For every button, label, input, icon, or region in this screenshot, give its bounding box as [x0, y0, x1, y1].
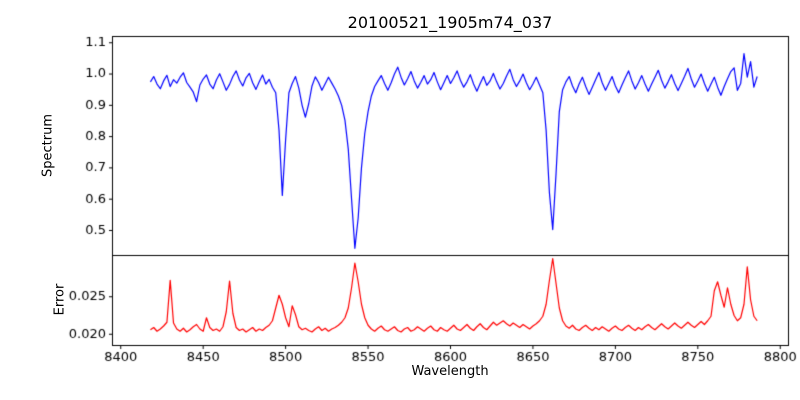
x-axis-label: Wavelength [411, 364, 489, 379]
y-axis-label-error: Error [52, 283, 68, 316]
y-axis-label-spectrum: Spectrum [40, 114, 56, 177]
chart-title: 20100521_1905m74_037 [347, 13, 553, 32]
